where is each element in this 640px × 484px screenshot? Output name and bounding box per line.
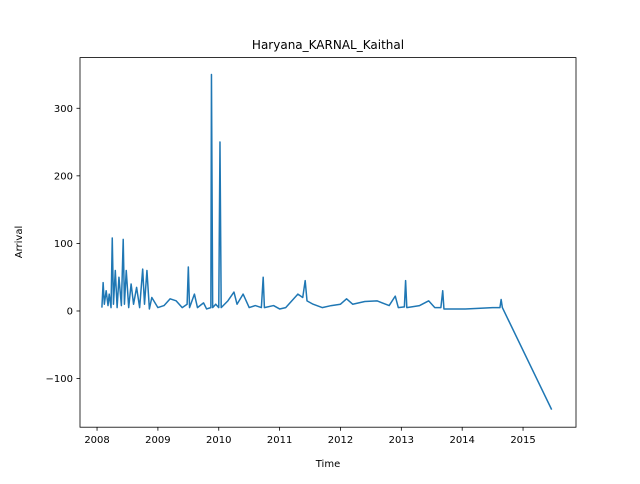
y-axis-label: Arrival — [14, 226, 25, 259]
x-tick-label: 2011 — [267, 435, 292, 446]
x-tick-label: 2008 — [84, 435, 109, 446]
y-tick-label: 100 — [54, 239, 73, 250]
y-tick-label: −100 — [46, 374, 73, 385]
y-tick-label: 0 — [67, 306, 73, 317]
x-tick-label: 2009 — [145, 435, 170, 446]
chart-title: Haryana_KARNAL_Kaithal — [252, 38, 404, 52]
y-tick-label: 200 — [54, 171, 73, 182]
plot-frame — [79, 57, 577, 428]
y-tick-label: 300 — [54, 104, 73, 115]
x-tick-label: 2015 — [510, 435, 535, 446]
x-tick-label: 2013 — [389, 435, 414, 446]
x-tick-label: 2010 — [206, 435, 231, 446]
data-line — [101, 73, 553, 410]
x-axis-label: Time — [315, 459, 340, 470]
x-tick-label: 2014 — [449, 435, 474, 446]
x-tick-label: 2012 — [328, 435, 353, 446]
